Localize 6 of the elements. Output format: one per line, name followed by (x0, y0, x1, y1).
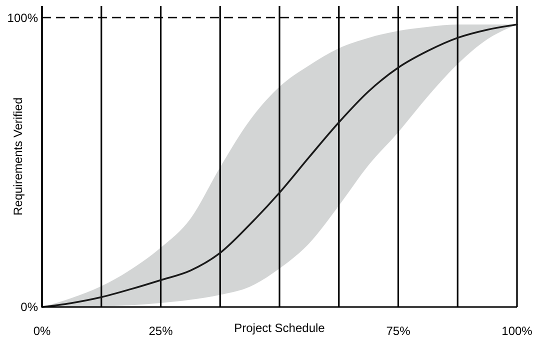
x-tick-label: 25% (148, 324, 174, 338)
y-axis-title: Requirements Verified (11, 97, 25, 216)
x-tick-label: 0% (33, 324, 51, 338)
x-tick-label: 100% (502, 324, 533, 338)
x-tick-label: 75% (386, 324, 411, 338)
x-axis-title: Project Schedule (234, 321, 326, 335)
